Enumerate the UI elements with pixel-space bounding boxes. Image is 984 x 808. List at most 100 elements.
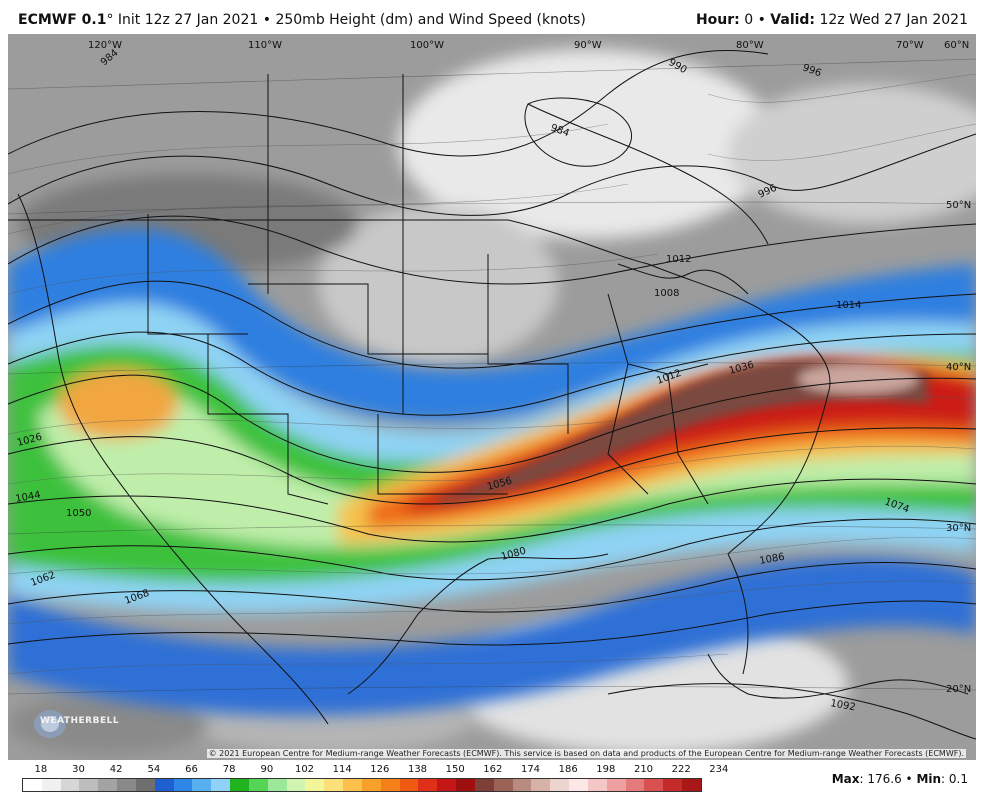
- longitude-labels: 120°W 110°W 100°W 90°W 80°W 70°W 60°N: [88, 40, 969, 51]
- logo-text: WEATHERBELL: [40, 716, 120, 726]
- colorbar-label: 30: [72, 764, 85, 775]
- contour-label: 1008: [654, 288, 679, 299]
- lon-label-120w: 120°W: [88, 40, 122, 51]
- max-min-stats: Max: 176.6 • Min: 0.1: [831, 772, 968, 786]
- colorbar-cell: [230, 779, 249, 791]
- colorbar-cell: [418, 779, 438, 791]
- colorbar-cell: [324, 779, 344, 791]
- colorbar-label: 66: [185, 764, 198, 775]
- min-label: Min: [916, 772, 942, 786]
- colorbar-label: 78: [222, 764, 236, 775]
- colorbar-cell: [512, 779, 532, 791]
- colorbar-label: 174: [520, 764, 541, 775]
- colorbar-cell: [625, 779, 645, 791]
- colorbar-cell: [361, 779, 381, 791]
- separator-3: •: [905, 772, 913, 786]
- colorbar-cell: [117, 779, 136, 791]
- header: ECMWF 0.1° Init 12z 27 Jan 2021 • 250mb …: [0, 0, 984, 34]
- colorbar-cell: [681, 779, 701, 791]
- chart-title: ECMWF 0.1° Init 12z 27 Jan 2021 • 250mb …: [18, 12, 586, 28]
- colorbar-label: 90: [260, 764, 274, 775]
- colorbar-labels: 18 30 42 54 66 78 90 102 114 126 138 150 162 174 186 19…: [22, 764, 728, 778]
- colorbar-cell: [531, 779, 551, 791]
- weatherbell-logo: WEATHERBELL: [30, 706, 119, 742]
- lat-label-30n: 30°N: [946, 523, 971, 534]
- borders: [8, 74, 969, 725]
- latitude-labels: 50°N 40°N 30°N 20°N: [946, 200, 971, 695]
- model-name: ECMWF 0.1: [18, 12, 107, 28]
- colorbar-cell: [305, 779, 325, 791]
- map-canvas: 120°W 110°W 100°W 90°W 80°W 70°W 60°N 50…: [8, 34, 976, 760]
- colorbar-label: 198: [596, 764, 616, 775]
- colorbar-label: 162: [483, 764, 503, 775]
- lon-label-90w: 90°W: [574, 40, 602, 51]
- colorbar-cell: [606, 779, 626, 791]
- valid-time: Hour: 0 • Valid: 12z Wed 27 Jan 2021: [696, 12, 968, 28]
- contour-label: 1044: [15, 490, 42, 505]
- colorbar-cell: [493, 779, 513, 791]
- colorbar-cell: [98, 779, 118, 791]
- colorbar: [22, 778, 702, 792]
- copyright-notice: © 2021 European Centre for Medium-range …: [206, 749, 966, 758]
- colorbar-label: 102: [294, 764, 315, 775]
- colorbar-cell: [192, 779, 212, 791]
- min-value: 0.1: [948, 772, 968, 786]
- contour-label: 1014: [836, 300, 861, 311]
- separator: •: [262, 12, 271, 28]
- colorbar-cell: [41, 779, 61, 791]
- colorbar-cell: [135, 779, 155, 791]
- colorbar-cell: [569, 779, 588, 791]
- logo-icon: [34, 710, 66, 738]
- hour-value: 0: [744, 12, 754, 28]
- legend: 18 30 42 54 66 78 90 102 114 126 138 150 162 174 186 19…: [0, 760, 984, 808]
- colorbar-label: 138: [407, 764, 428, 775]
- height-contours: [8, 49, 976, 740]
- colorbar-label: 18: [34, 764, 48, 775]
- colorbar-cell: [550, 779, 570, 791]
- colorbar-cell: [399, 779, 419, 791]
- hour-label: Hour:: [695, 12, 740, 28]
- colorbar-cell: [248, 779, 268, 791]
- max-label: Max: [831, 772, 860, 786]
- lon-label-80w: 80°W: [736, 40, 764, 51]
- init-text: Init 12z 27 Jan 2021: [117, 12, 259, 28]
- lon-label-70w: 70°W: [896, 40, 924, 51]
- valid-value: 12z Wed 27 Jan 2021: [819, 12, 968, 28]
- contour-label: 1012: [666, 254, 691, 265]
- colorbar-cell: [267, 779, 287, 791]
- colorbar-label: 126: [370, 764, 390, 775]
- contour-label: 1092: [829, 698, 856, 713]
- colorbar-cell: [474, 779, 494, 791]
- colorbar-label: 222: [671, 764, 691, 775]
- colorbar-label: 210: [633, 764, 654, 775]
- lat-label-40n: 40°N: [946, 362, 971, 373]
- degree-symbol: °: [106, 12, 114, 28]
- lat-label-20n: 20°N: [946, 684, 971, 695]
- max-value: 176.6: [867, 772, 902, 786]
- colorbar-label: 186: [558, 764, 578, 775]
- graticule: [8, 58, 976, 695]
- valid-label: Valid:: [770, 12, 816, 28]
- product-name: 250mb Height (dm) and Wind Speed (knots): [275, 12, 586, 28]
- colorbar-cell: [286, 779, 306, 791]
- colorbar-cell: [437, 779, 457, 791]
- colorbar-label: 42: [109, 764, 123, 775]
- contour-label: 1050: [66, 508, 91, 519]
- colorbar-cell: [663, 779, 682, 791]
- colorbar-cell: [456, 779, 475, 791]
- colorbar-cell: [173, 779, 193, 791]
- lat-label-60n: 60°N: [944, 40, 969, 51]
- wind-streamlines: [8, 73, 976, 675]
- colorbar-cell: [154, 779, 174, 791]
- lat-label-50n: 50°N: [946, 200, 971, 211]
- colorbar-cell: [380, 779, 400, 791]
- colorbar-cell: [587, 779, 607, 791]
- colorbar-label: 150: [445, 764, 465, 775]
- contour-label: 1086: [759, 552, 786, 567]
- colorbar-label: 54: [147, 764, 161, 775]
- separator-2: •: [757, 12, 766, 28]
- weather-map[interactable]: 120°W 110°W 100°W 90°W 80°W 70°W 60°N 50…: [8, 34, 976, 760]
- colorbar-cell: [60, 779, 80, 791]
- lon-label-110w: 110°W: [248, 40, 282, 51]
- colorbar-cell: [343, 779, 362, 791]
